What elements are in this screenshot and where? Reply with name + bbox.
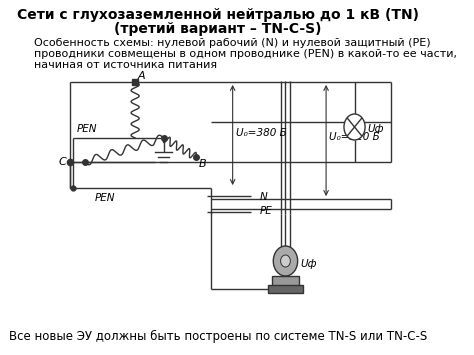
Text: Сети с глухозаземленной нейтралью до 1 кВ (TN): Сети с глухозаземленной нейтралью до 1 к… [17,8,419,22]
Text: A: A [137,71,145,81]
Circle shape [281,255,291,267]
Text: PE: PE [259,206,272,216]
Text: B: B [199,159,206,169]
Bar [268,285,303,293]
Text: PEN: PEN [94,193,115,203]
Text: начиная от источника питания: начиная от источника питания [34,60,217,70]
Text: Uф: Uф [367,124,384,134]
Text: U₀=380 Б: U₀=380 Б [236,128,287,138]
Text: N: N [259,192,267,202]
Text: U₀=220 Б: U₀=220 Б [329,132,380,142]
Text: проводники совмещены в одном проводнике (PEN) в какой-то ее части,: проводники совмещены в одном проводнике … [34,49,456,59]
Text: Uф: Uф [300,259,317,269]
Circle shape [344,114,365,140]
Text: (третий вариант – TN-C-S): (третий вариант – TN-C-S) [114,22,322,36]
Text: Все новые ЭУ должны быть построены по системе TN-S или TN-C-S: Все новые ЭУ должны быть построены по си… [9,330,427,343]
Text: PEN: PEN [77,124,97,134]
Text: Особенность схемы: нулевой рабочий (N) и нулевой защитный (PE): Особенность схемы: нулевой рабочий (N) и… [34,38,430,48]
Text: C: C [58,157,66,167]
Circle shape [273,246,298,276]
Bar [272,276,299,286]
